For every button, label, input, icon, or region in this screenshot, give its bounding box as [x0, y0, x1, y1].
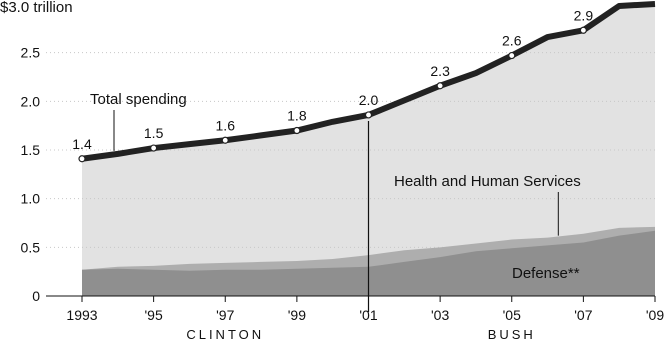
x-tick-label: '07	[574, 307, 592, 323]
data-labels-layer: 1.4 1.5 1.6 1.8 2.0 2.3 2.6 2.9	[72, 7, 594, 163]
y-tick-label: 0	[32, 288, 40, 304]
data-point-marker	[150, 144, 158, 152]
x-tick-label: 1993	[66, 307, 97, 323]
x-tick-label: '05	[503, 307, 521, 323]
total-spending-annotation: Total spending	[90, 91, 187, 108]
x-tick-label: '99	[288, 307, 306, 323]
y-tick-label: 2.5	[21, 45, 41, 61]
data-point-marker	[293, 126, 301, 135]
hhs-annotation: Health and Human Services	[394, 173, 581, 190]
x-tick-label: '01	[359, 307, 377, 323]
x-tick-label: '09	[646, 307, 664, 323]
y-tick-label: 2.0	[21, 93, 41, 109]
y-tick-label: 1.5	[21, 142, 41, 158]
x-tick-label: '97	[216, 307, 234, 323]
data-label: 1.4	[72, 136, 92, 152]
era-label: CLINTON	[186, 327, 264, 342]
y-tick-label: 1.0	[21, 191, 41, 207]
data-label: 2.0	[359, 92, 379, 108]
data-label: 1.8	[287, 108, 307, 124]
defense-annotation: Defense**	[512, 265, 580, 282]
era-label: BUSH	[488, 327, 536, 342]
data-point-marker	[436, 82, 444, 90]
data-label: 2.6	[502, 33, 522, 49]
data-label: 2.9	[574, 7, 594, 23]
data-point-marker	[364, 111, 373, 119]
data-point-marker	[508, 51, 516, 60]
data-point-marker	[579, 26, 587, 34]
data-label: 1.5	[144, 125, 164, 141]
x-tick-label: '95	[145, 307, 163, 323]
defense-area	[82, 230, 655, 296]
data-label: 2.3	[430, 63, 450, 79]
annotations-layer: Total spending Health and Human Services D…	[90, 91, 581, 282]
data-point-marker	[221, 136, 229, 144]
data-label: 1.6	[216, 117, 236, 133]
x-axis: 1993 '95 '97 '99 '01 '03 '05 '07 '09 CLINTON BUSH	[46, 295, 664, 342]
y-tick-label: 0.5	[21, 239, 41, 255]
x-tick-label: '03	[431, 307, 449, 323]
data-point-marker	[78, 155, 86, 163]
y-unit-label: $3.0 trillion	[0, 0, 73, 16]
